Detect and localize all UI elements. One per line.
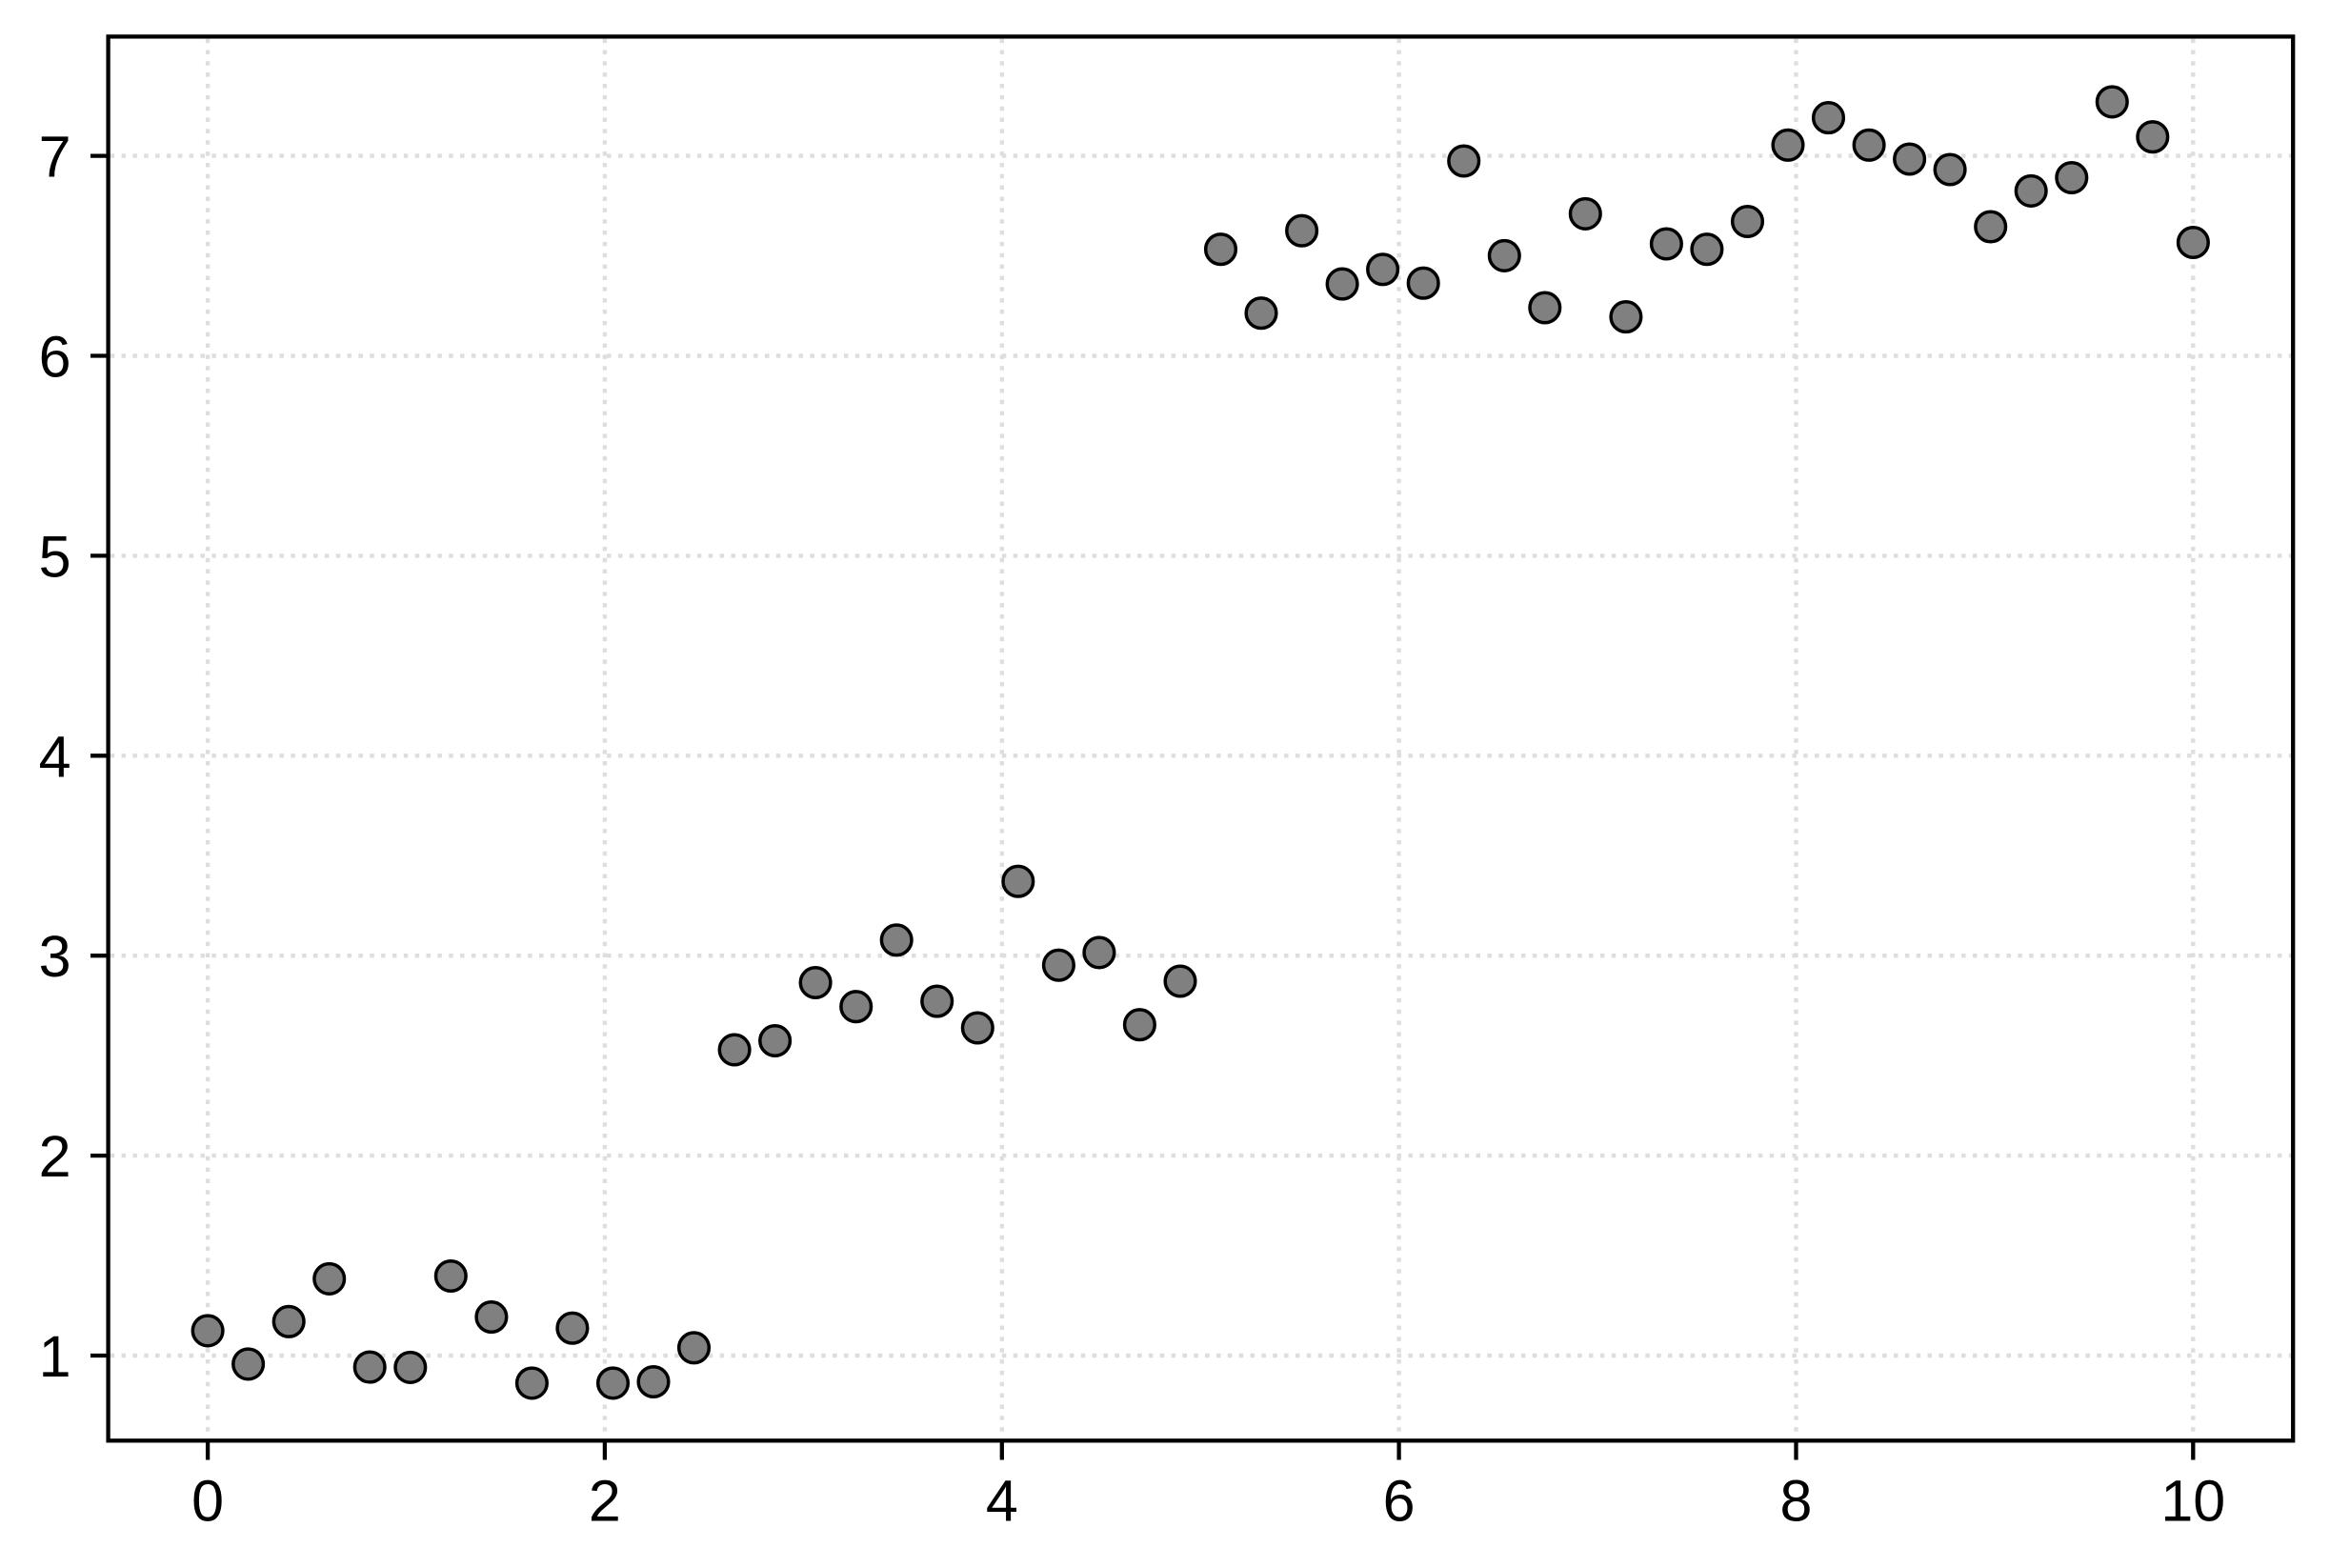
svg-text:4: 4 <box>39 724 71 789</box>
svg-text:1: 1 <box>39 1324 71 1389</box>
svg-text:2: 2 <box>39 1124 71 1189</box>
svg-text:6: 6 <box>1383 1469 1416 1534</box>
svg-text:7: 7 <box>39 125 71 190</box>
svg-text:10: 10 <box>2160 1469 2225 1534</box>
svg-text:5: 5 <box>39 524 71 589</box>
svg-text:0: 0 <box>191 1469 224 1534</box>
svg-text:8: 8 <box>1780 1469 1813 1534</box>
svg-text:3: 3 <box>39 924 71 989</box>
svg-text:4: 4 <box>986 1469 1018 1534</box>
svg-text:6: 6 <box>39 325 71 390</box>
svg-text:2: 2 <box>589 1469 621 1534</box>
